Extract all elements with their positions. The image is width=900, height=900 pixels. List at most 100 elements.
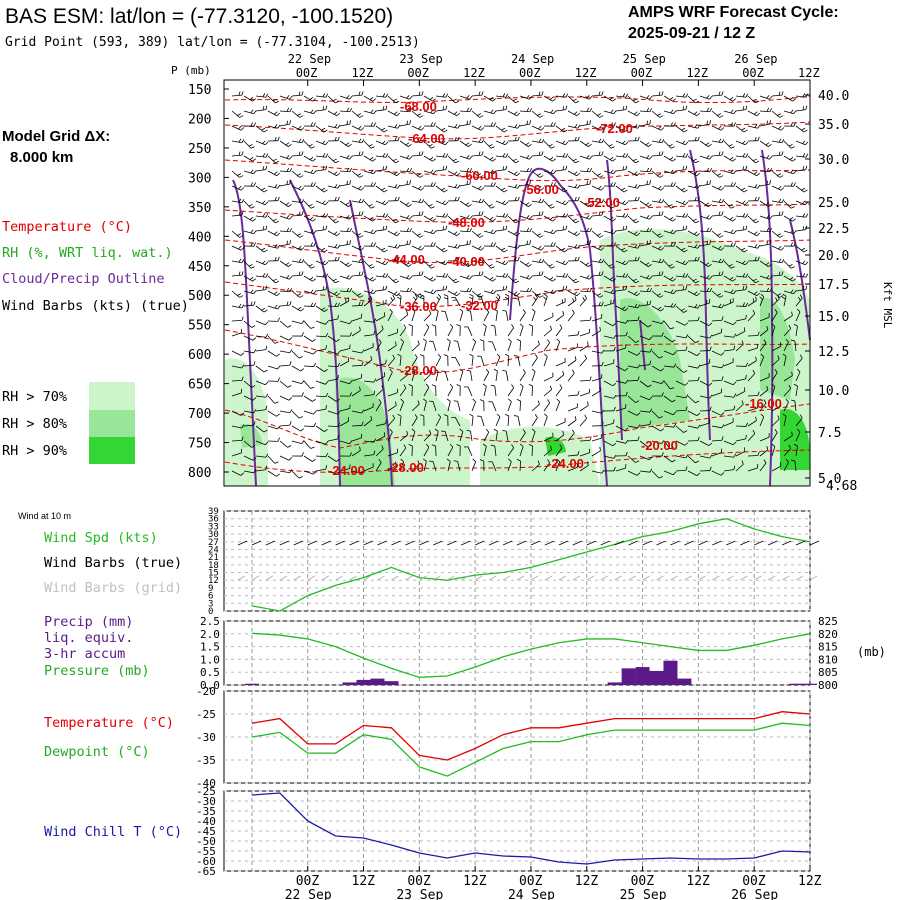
wind-barb bbox=[470, 371, 473, 382]
wind-barb bbox=[723, 320, 734, 326]
wind-barb bbox=[231, 260, 242, 264]
wind-barb bbox=[423, 341, 427, 352]
wind-barb bbox=[567, 290, 578, 297]
wind-barb-flag bbox=[670, 169, 674, 174]
wind-barb-flag bbox=[511, 324, 515, 329]
wind-barb bbox=[471, 401, 477, 412]
wind-barb bbox=[327, 350, 338, 355]
wind-barb bbox=[243, 304, 254, 307]
wind-barb-flag bbox=[599, 235, 604, 238]
wind-barb-flag bbox=[541, 259, 545, 263]
wind-barb bbox=[495, 215, 506, 218]
wind-barb-flag bbox=[479, 175, 484, 178]
wind-barb bbox=[555, 447, 563, 457]
wind-barb bbox=[567, 432, 575, 442]
wind-barb bbox=[711, 425, 722, 429]
wind-barb bbox=[459, 290, 471, 293]
wind-barb bbox=[399, 183, 410, 187]
wind-barb-flag bbox=[349, 227, 353, 232]
wind-barb bbox=[627, 335, 636, 343]
wind-barb-flag bbox=[718, 271, 721, 276]
wind-barb bbox=[759, 200, 769, 207]
wind-barb bbox=[435, 155, 446, 158]
wind-barb bbox=[531, 185, 542, 191]
wind-barb bbox=[759, 402, 767, 412]
wind-barb bbox=[351, 274, 362, 277]
wind-barb bbox=[459, 183, 470, 187]
wind-barb-flag bbox=[601, 139, 605, 143]
wind-barb bbox=[723, 275, 733, 282]
wind-barb-flag bbox=[636, 232, 641, 237]
wind-barb-flag bbox=[646, 301, 649, 306]
wind-barb-flag bbox=[705, 202, 710, 206]
wind-barb-flag bbox=[478, 91, 481, 96]
wind-tick-label: 0 bbox=[208, 607, 213, 617]
wind-barb-flag bbox=[766, 154, 770, 159]
surface-wind-barb-grid bbox=[684, 575, 692, 581]
date-label-top: 22 Sep bbox=[288, 52, 331, 66]
wind-barb bbox=[531, 404, 540, 412]
wind-barb bbox=[435, 416, 442, 427]
wind-barb-flag bbox=[775, 297, 778, 302]
cross-section-frame bbox=[223, 79, 811, 487]
wind-barb bbox=[351, 94, 362, 97]
wind-barb-flag bbox=[801, 187, 806, 191]
wind-barb-flag bbox=[533, 296, 537, 301]
wind-barb-flag bbox=[389, 368, 393, 373]
wind-barb-flag bbox=[310, 326, 315, 329]
surface-wind-barb-grid bbox=[293, 575, 301, 581]
wind-barb-flag bbox=[708, 264, 712, 267]
wind-barb bbox=[243, 470, 254, 474]
wind-barb-flag bbox=[648, 336, 653, 340]
wind-barb bbox=[771, 214, 782, 217]
wind-barb-flag bbox=[337, 410, 341, 415]
wind-barb-flag bbox=[541, 139, 545, 143]
wind-barb-flag bbox=[565, 273, 569, 278]
wind-barb bbox=[627, 365, 638, 369]
wind-barb-flag bbox=[241, 271, 244, 276]
wind-barb-flag bbox=[550, 242, 553, 247]
wind-barb bbox=[435, 200, 446, 206]
wind-barb bbox=[723, 215, 733, 222]
wind-barb bbox=[351, 230, 360, 238]
wind-barb-flag bbox=[397, 296, 401, 300]
wind-barb bbox=[759, 416, 765, 427]
wind-barb-flag bbox=[335, 220, 340, 224]
wind-barb bbox=[375, 229, 386, 232]
wind-barb-flag bbox=[709, 406, 712, 411]
wind-barb-flag bbox=[793, 290, 797, 295]
wind-barb-flag bbox=[443, 129, 448, 133]
wind-barb-flag bbox=[768, 204, 772, 207]
wind-barb bbox=[555, 314, 565, 322]
wind-barb-flag bbox=[478, 211, 481, 216]
wind-barb bbox=[387, 230, 398, 237]
wind-barb-flag bbox=[436, 296, 440, 301]
surface-wind-barb-grid bbox=[488, 575, 497, 581]
wind-barb bbox=[675, 469, 687, 472]
wind-barb-flag bbox=[661, 91, 664, 96]
wind-barb bbox=[399, 341, 404, 352]
wind-barb-flag bbox=[550, 169, 554, 174]
wind-barb-flag bbox=[718, 211, 721, 216]
precip-bar bbox=[649, 670, 664, 685]
wind-barb-flag bbox=[453, 231, 458, 235]
wind-barb bbox=[771, 432, 778, 442]
wind-barb bbox=[399, 327, 407, 337]
wind-barb-flag bbox=[562, 260, 566, 264]
wind-barb bbox=[747, 313, 756, 322]
wind-barb-flag bbox=[681, 308, 686, 311]
wind-barb bbox=[363, 334, 374, 337]
wind-barb bbox=[243, 230, 254, 235]
precip-tick-label: 1.5 bbox=[200, 641, 220, 654]
date-label-bottom: 22 Sep bbox=[285, 888, 332, 900]
wind-barb-flag bbox=[600, 247, 605, 251]
wind-barb-flag bbox=[517, 184, 521, 189]
wind-barb bbox=[615, 305, 625, 312]
wind-barb-flag bbox=[276, 413, 280, 417]
wind-barb-flag bbox=[392, 98, 397, 102]
wind-barb bbox=[457, 401, 461, 412]
wind-barb bbox=[555, 275, 566, 278]
wind-barb bbox=[303, 290, 314, 295]
wind-barb-flag bbox=[718, 258, 722, 263]
wind-barb bbox=[243, 275, 253, 282]
